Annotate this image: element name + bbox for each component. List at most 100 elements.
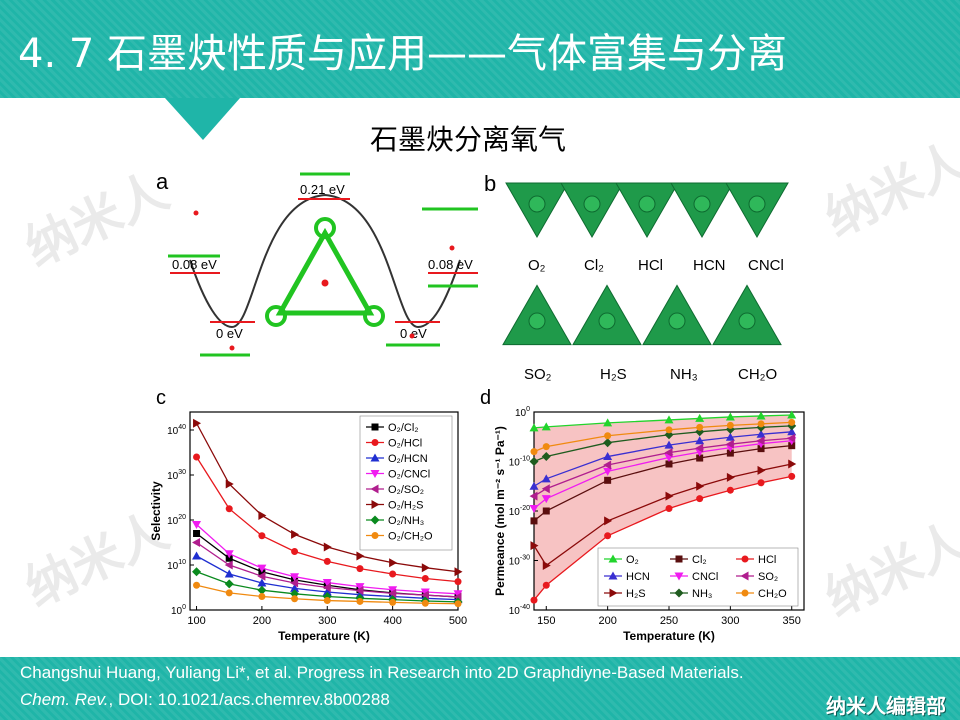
panel-label: c — [156, 387, 166, 409]
series — [530, 472, 796, 604]
citation-line-1: Changshui Huang, Yuliang Li*, et al. Pro… — [20, 663, 744, 682]
y-tick-exponent: 20 — [178, 514, 186, 521]
data-point — [696, 423, 704, 431]
panel-b-label: b — [484, 171, 496, 196]
data-point — [323, 557, 331, 565]
data-point — [454, 578, 462, 586]
legend-marker — [371, 532, 379, 539]
energy-curve — [189, 193, 461, 329]
y-tick-label: 1030 — [167, 469, 186, 482]
data-point — [193, 418, 202, 428]
y-axis-label: Permeance (mol m⁻² s⁻¹ Pa⁻¹) — [493, 426, 507, 596]
data-point — [787, 410, 797, 419]
shaded-region — [534, 414, 792, 601]
legend-marker — [370, 470, 380, 478]
data-point — [726, 421, 734, 429]
data-point — [604, 532, 612, 540]
data-point — [757, 420, 765, 428]
data-point — [541, 484, 550, 494]
subtitle: 石墨炔分离氧气 — [370, 123, 567, 156]
data-point — [224, 579, 234, 589]
legend-marker — [741, 589, 749, 597]
data-point — [453, 590, 463, 599]
pore-tiles-row2 — [502, 284, 782, 346]
data-point — [696, 495, 704, 503]
data-point — [225, 589, 233, 597]
series — [530, 442, 796, 525]
data-point — [725, 439, 734, 449]
legend-marker — [608, 571, 618, 580]
data-point — [257, 585, 267, 595]
watermark: 纳米人 — [816, 511, 960, 628]
data-point — [290, 578, 299, 588]
panel-d-permeance-chart: d 150 200 250 300 350 100 10-10 10-20 10-30 10-40 T… — [480, 387, 805, 643]
data-point — [695, 413, 705, 422]
data-point — [604, 476, 612, 484]
data-point — [192, 521, 202, 529]
data-point — [603, 452, 613, 461]
data-point — [257, 564, 267, 573]
data-point — [388, 586, 398, 595]
series — [530, 418, 796, 456]
series — [530, 459, 797, 570]
x-tick-label: 300 — [318, 615, 336, 627]
y-tick-exponent: 0 — [182, 604, 186, 611]
x-tick-label: 150 — [537, 615, 555, 627]
data-point — [542, 443, 550, 451]
legend-label: O₂/HCl — [388, 438, 422, 450]
legend-label: SO₂ — [758, 571, 778, 583]
data-point — [192, 538, 201, 547]
y-tick-exponent: 30 — [178, 469, 186, 476]
data-point — [193, 581, 201, 589]
series-line — [533, 440, 792, 510]
legend-marker — [371, 439, 379, 446]
series-line — [533, 414, 792, 429]
data-point — [726, 486, 734, 494]
series — [192, 538, 462, 602]
data-point — [529, 505, 539, 514]
journal-name: Chem. Rev. — [20, 690, 109, 709]
series — [193, 418, 463, 577]
slide-title: 4. 7 石墨炔性质与应用——气体富集与分离 — [18, 31, 788, 77]
y-tick-label: 100 — [171, 604, 186, 617]
y-tick-label: 10-10 — [509, 456, 530, 469]
data-point — [665, 426, 673, 434]
data-point — [193, 530, 201, 537]
data-point — [695, 427, 705, 437]
legend-label: HCl — [758, 554, 776, 566]
series — [192, 521, 463, 599]
data-point — [695, 436, 705, 445]
data-point — [356, 597, 364, 605]
series-line — [533, 431, 792, 487]
series — [529, 427, 797, 490]
gas-molecule-icon — [738, 312, 756, 330]
data-point — [542, 581, 550, 589]
data-point — [323, 597, 331, 605]
gas-label: O₂ — [528, 257, 546, 274]
gas-label: Cl₂ — [584, 257, 604, 274]
data-point — [696, 454, 704, 462]
legend-label: O₂/CH₂O — [388, 531, 433, 543]
data-point — [258, 532, 266, 540]
data-point — [696, 481, 705, 491]
x-tick-label: 200 — [253, 615, 271, 627]
data-point — [541, 495, 551, 504]
data-point — [787, 433, 796, 443]
data-point — [542, 507, 550, 515]
data-point — [258, 593, 266, 600]
legend-label: O₂/Cl₂ — [388, 422, 419, 434]
gas-label: HCl — [638, 257, 663, 274]
data-point — [192, 567, 202, 577]
y-tick-exponent: 10 — [178, 559, 186, 566]
legend-label: O₂/H₂S — [388, 500, 423, 512]
data-point — [322, 579, 332, 588]
y-tick-label: 1040 — [167, 424, 186, 437]
legend-marker — [370, 515, 380, 525]
gas-label: SO₂ — [524, 366, 552, 383]
legend-label: H₂S — [626, 588, 646, 600]
data-point — [530, 596, 538, 604]
legend-label: Cl₂ — [692, 554, 707, 566]
gas-molecule-icon — [598, 312, 616, 330]
legend-label: O₂/NH₃ — [388, 515, 424, 527]
